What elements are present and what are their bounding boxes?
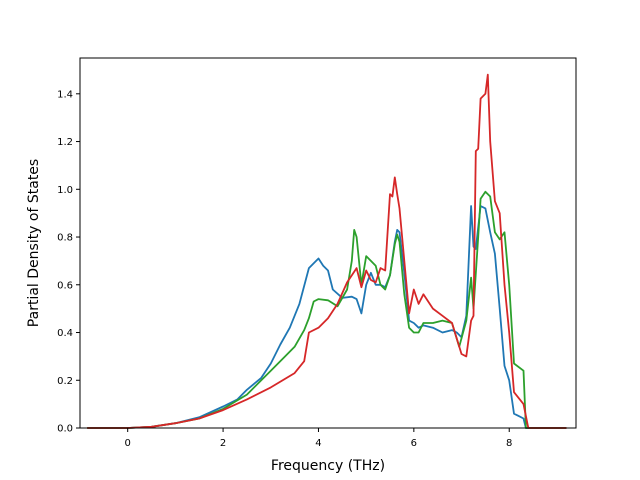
x-tick-label: 4	[315, 438, 321, 449]
y-tick-label: 0.6	[57, 280, 73, 291]
y-tick-label: 0.8	[57, 233, 73, 244]
y-tick-label: 1.4	[57, 89, 73, 100]
series-lines	[87, 73, 567, 429]
y-axis-ticks: 0.0 0.2 0.4 0.6 0.8 1.0 1.2 1.4	[57, 89, 80, 435]
series-line-2	[87, 190, 567, 429]
y-tick-label: 1.0	[57, 185, 73, 196]
y-tick-label: 0.4	[57, 328, 73, 339]
x-axis-label: Frequency (THz)	[271, 458, 385, 474]
x-tick-label: 8	[506, 438, 512, 449]
y-tick-label: 1.2	[57, 137, 73, 148]
plot-frame	[79, 57, 577, 429]
y-tick-label: 0.2	[57, 376, 73, 387]
x-tick-label: 0	[125, 438, 131, 449]
y-tick-label: 0.0	[57, 424, 73, 435]
series-line-3	[87, 73, 567, 429]
y-axis-label: Partial Density of States	[26, 159, 42, 327]
x-axis-ticks: 0 2 4 6 8	[125, 428, 512, 449]
x-tick-label: 6	[411, 438, 417, 449]
x-tick-label: 2	[220, 438, 226, 449]
